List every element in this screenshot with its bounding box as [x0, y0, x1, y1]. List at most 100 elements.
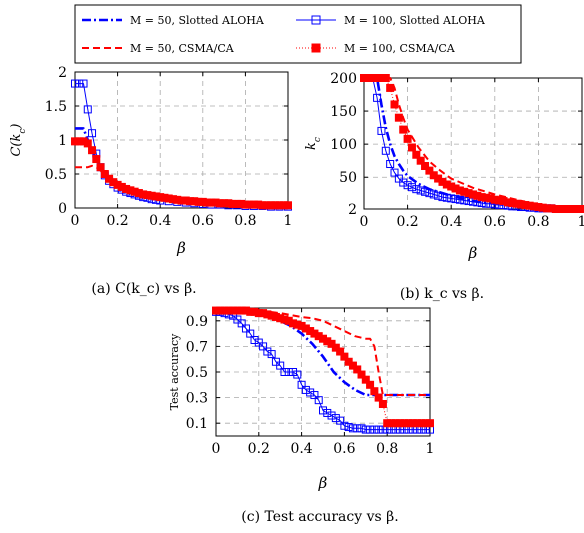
y-tick-label: 50: [339, 170, 357, 186]
data-point: [336, 416, 345, 425]
series-line-1: [364, 76, 582, 211]
data-point: [426, 419, 434, 428]
x-axis-label: β: [318, 474, 328, 492]
data-point: [421, 161, 430, 170]
data-point: [460, 196, 469, 205]
data-point: [394, 113, 403, 122]
data-point: [425, 166, 434, 175]
x-tick-label: 1: [578, 214, 584, 230]
data-point: [246, 329, 255, 338]
series-line-3: [216, 308, 430, 396]
data-point: [447, 194, 456, 203]
data-point: [340, 421, 349, 430]
data-point: [100, 170, 109, 178]
x-tick-label: 0.4: [149, 213, 171, 229]
caption: (b) k_c vs β.: [400, 286, 484, 302]
data-point: [284, 368, 293, 376]
legend-marker-2: [311, 15, 321, 25]
series-line-1: [216, 309, 430, 397]
data-point: [71, 79, 79, 88]
y-tick-label: 200: [330, 71, 357, 87]
data-point: [92, 155, 101, 164]
data-point: [344, 423, 353, 432]
data-point: [416, 186, 425, 195]
y-tick-label: 0.1: [186, 416, 208, 432]
legend-label-4: M = 100, CSMA/CA: [344, 42, 456, 55]
x-axis-label: β: [468, 244, 478, 262]
y-tick-label: 1.5: [45, 99, 67, 115]
data-point: [289, 368, 298, 376]
data-point: [366, 380, 375, 389]
x-tick-label: 1: [284, 213, 293, 229]
x-tick-label: 0.6: [484, 214, 506, 230]
data-point: [327, 411, 336, 420]
legend-box: [74, 4, 522, 64]
data-point: [323, 408, 332, 417]
data-point: [374, 425, 383, 434]
legend: M = 50, Slotted ALOHA M = 100, Slotted AL…: [74, 4, 522, 64]
data-point: [79, 79, 88, 88]
data-point: [88, 146, 97, 155]
data-point: [425, 189, 434, 198]
data-point: [412, 185, 421, 194]
legend-label-2: M = 100, Slotted ALOHA: [344, 14, 486, 27]
x-tick-label: 0: [360, 214, 369, 230]
series-line-2: [75, 83, 288, 208]
data-point: [429, 190, 438, 199]
data-point: [464, 197, 473, 206]
data-point: [361, 425, 370, 434]
data-point: [442, 193, 451, 202]
data-point: [348, 424, 357, 433]
y-axis-label: Test accuracy: [168, 333, 181, 410]
data-point: [407, 183, 416, 192]
data-point: [237, 319, 246, 328]
data-point: [455, 195, 464, 204]
data-point: [314, 396, 323, 405]
data-point: [306, 388, 315, 397]
x-tick-label: 0.8: [527, 214, 549, 230]
series-group: [360, 74, 584, 213]
data-point: [416, 156, 425, 165]
data-point: [241, 324, 250, 333]
x-tick-label: 0.2: [248, 441, 270, 457]
series-line-2: [216, 311, 430, 431]
data-point: [370, 387, 379, 396]
data-point: [390, 168, 399, 177]
data-point: [399, 125, 408, 134]
data-point: [280, 368, 289, 376]
data-point: [434, 191, 443, 200]
x-tick-label: 0: [71, 213, 80, 229]
data-point: [259, 342, 268, 351]
x-tick-label: 0.2: [106, 213, 128, 229]
x-tick-label: 0.6: [333, 441, 355, 457]
data-point: [83, 105, 92, 114]
y-axis-label: kc: [304, 137, 323, 150]
data-point: [381, 74, 390, 82]
data-point: [267, 350, 276, 359]
x-tick-label: 0: [212, 441, 221, 457]
legend-marker-4: [311, 43, 321, 53]
legend-label-1: M = 50, Slotted ALOHA: [130, 14, 265, 27]
data-point: [284, 201, 292, 210]
data-point: [451, 195, 460, 204]
legend-label-3: M = 50, CSMA/CA: [130, 42, 235, 55]
x-tick-label: 0.2: [396, 214, 418, 230]
plot-c: 0 0.2 0.4 0.6 0.8 1 0.1 0.3 0.5 0.7 0.9 β Test accur…: [168, 306, 435, 525]
y-tick-label: 150: [330, 104, 357, 120]
data-point: [340, 352, 349, 361]
y-tick-label: 0: [58, 201, 67, 217]
data-point: [386, 83, 395, 92]
x-tick-label: 1: [426, 441, 435, 457]
y-axis-label: C(kc): [9, 123, 28, 156]
data-point: [276, 361, 285, 370]
data-point: [331, 414, 340, 423]
data-point: [386, 160, 395, 169]
data-point: [310, 391, 319, 400]
axes-frame: [363, 77, 583, 210]
data-point: [353, 365, 362, 374]
series-line-4: [216, 310, 430, 424]
data-point: [578, 205, 584, 213]
data-point: [357, 370, 366, 379]
data-point: [361, 375, 370, 384]
